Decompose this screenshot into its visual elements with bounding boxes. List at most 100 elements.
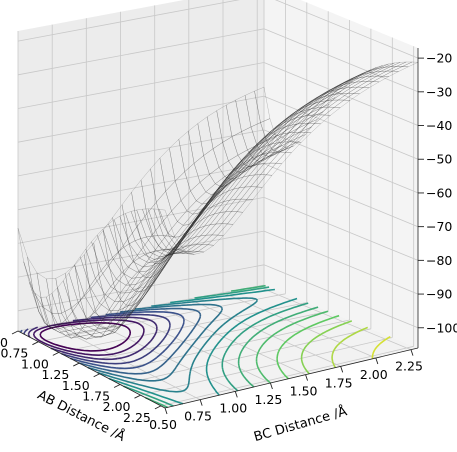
surface-facet <box>279 117 296 130</box>
surface-facet <box>121 266 138 279</box>
surface-facet <box>250 174 267 188</box>
surface-facet <box>123 243 140 263</box>
surface-facet <box>320 86 336 96</box>
surface-facet <box>182 250 199 255</box>
surface-facet <box>232 175 250 190</box>
surface-facet <box>199 223 217 237</box>
surface-facet <box>192 201 209 223</box>
surface-facet <box>65 264 81 309</box>
surface-facet <box>280 138 297 151</box>
surface-facet <box>120 306 137 326</box>
surface-facet <box>185 214 202 234</box>
surface-facet <box>91 234 108 272</box>
surface-facet <box>104 286 121 302</box>
surface-facet <box>29 282 45 324</box>
surface-facet <box>141 275 158 298</box>
contour-line <box>23 313 171 365</box>
surface-facet <box>168 235 184 257</box>
surface-facet <box>160 249 179 255</box>
x-tick-label: 1.00 <box>21 356 49 371</box>
surface-facet <box>365 71 381 78</box>
surface-facet <box>177 210 194 226</box>
surface-facet <box>347 86 365 94</box>
surface-facet <box>264 128 281 142</box>
surface-facet <box>89 277 106 304</box>
surface-facet <box>255 143 273 157</box>
surface-facet <box>283 131 300 143</box>
surface-facet <box>102 223 119 258</box>
surface-facet <box>308 114 326 124</box>
surface-facet <box>312 106 330 116</box>
surface-facet <box>62 325 80 331</box>
surface-facet <box>219 173 236 190</box>
surface-facet <box>177 230 194 247</box>
surface-facet <box>144 263 161 278</box>
surface-facet <box>167 241 184 256</box>
surface-facet <box>154 249 171 264</box>
surface-facet <box>265 162 283 176</box>
back-right-pane <box>264 0 418 348</box>
surface-facet <box>243 158 260 168</box>
surface-facet <box>236 164 254 180</box>
surface-facet <box>180 244 197 253</box>
surface-facet <box>277 116 294 130</box>
x-tick <box>11 330 19 335</box>
surface-facet <box>102 325 120 331</box>
surface-facet <box>221 178 238 195</box>
surface-facet <box>127 296 144 317</box>
surface-facet <box>306 94 323 105</box>
surface-facet <box>156 252 173 276</box>
contour-line <box>145 284 319 409</box>
surface-facet <box>173 224 190 238</box>
surface-facet <box>368 67 385 74</box>
surface-facet <box>248 162 266 177</box>
surface-facet <box>267 140 283 155</box>
surface-facet <box>146 259 163 272</box>
surface-facet <box>72 323 89 329</box>
surface-facet <box>298 115 314 129</box>
surface-facet <box>285 116 302 127</box>
surface-facet <box>79 248 96 288</box>
surface-facet <box>254 86 271 123</box>
surface-facet <box>131 179 148 227</box>
surface-facet <box>114 314 131 333</box>
surface-facet <box>192 215 209 232</box>
surface-facet <box>208 182 225 204</box>
y-tick-label: 1.75 <box>325 375 353 390</box>
surface-facet <box>40 296 57 328</box>
surface-facet <box>277 132 295 144</box>
surface-facet <box>372 63 389 71</box>
wall-gridline-z <box>263 28 419 93</box>
surface-facet <box>139 270 156 288</box>
surface-facet <box>276 135 293 149</box>
surface-facet <box>254 137 271 152</box>
surface-facet <box>291 103 308 115</box>
surface-facet <box>178 130 195 173</box>
surface-facet <box>396 61 413 67</box>
surface-facet <box>227 176 244 192</box>
wall-gridline-z <box>17 129 265 177</box>
surface-facet <box>285 107 302 120</box>
surface-facet <box>279 111 296 125</box>
surface-facet <box>217 223 234 236</box>
surface-facet <box>202 190 219 212</box>
surface-facet <box>62 272 79 312</box>
surface-facet <box>138 254 155 264</box>
surface-facet <box>331 93 349 101</box>
surface-facet <box>261 142 279 155</box>
wall-gridline-z <box>263 264 419 329</box>
surface-facet <box>102 216 119 266</box>
surface-facet <box>83 242 100 291</box>
surface-facet <box>262 126 279 140</box>
surface-facet <box>253 144 270 160</box>
surface-facet <box>218 160 235 177</box>
wall-gridline-z <box>17 163 265 211</box>
surface-facet <box>269 151 287 164</box>
surface-facet <box>391 66 409 72</box>
surface-facet <box>200 197 217 216</box>
surface-facet <box>322 86 339 95</box>
surface-facet <box>209 166 226 185</box>
surface-facet <box>292 122 310 133</box>
surface-facet <box>258 130 274 146</box>
surface-facet <box>235 158 252 174</box>
